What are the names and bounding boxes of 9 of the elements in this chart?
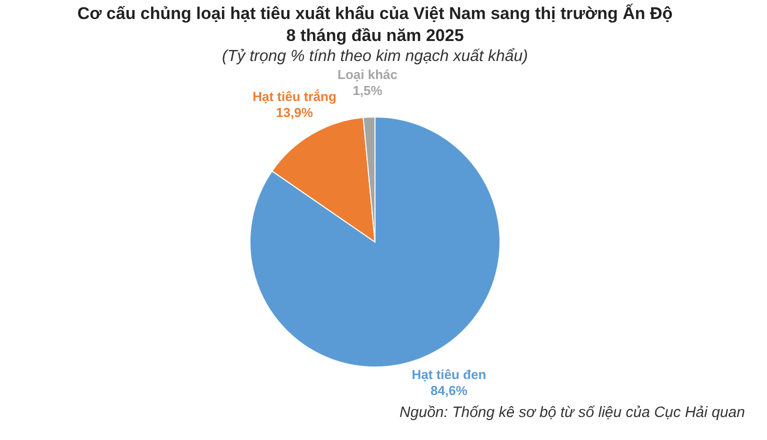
data-label: 13,9% bbox=[276, 104, 314, 120]
data-label: 1,5% bbox=[352, 83, 383, 98]
chart-subtitle: (Tỷ trọng % tính theo kim ngạch xuất khẩu) bbox=[222, 48, 528, 66]
slice-label: Hạt tiêu đen bbox=[412, 366, 486, 382]
slice-label: Hạt tiêu trắng bbox=[252, 88, 336, 104]
slice-label: Loại khác bbox=[338, 67, 398, 82]
data-label: 84,6% bbox=[430, 382, 468, 398]
chart-title: Cơ cấu chủng loại hạt tiêu xuất khẩu của Việt Nam sang thị trường Ấn Độ 8 tháng đầu năm 2025 bbox=[77, 3, 673, 46]
text: Nguồn: Thống kê sơ bộ từ số liệu của Cục Hải quan bbox=[400, 404, 745, 421]
